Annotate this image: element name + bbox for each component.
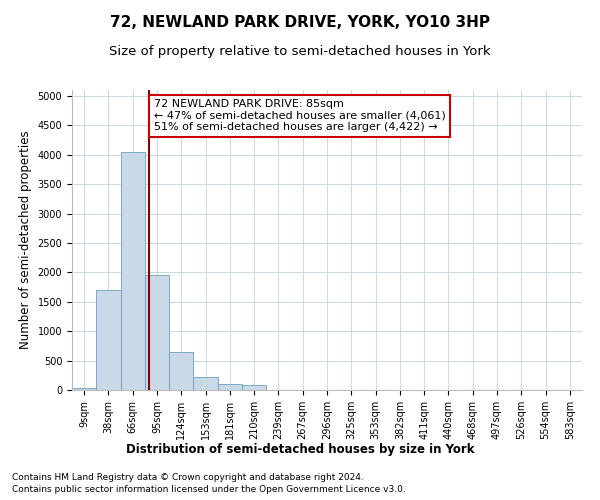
Bar <box>145 276 169 390</box>
Text: Distribution of semi-detached houses by size in York: Distribution of semi-detached houses by … <box>126 442 474 456</box>
Bar <box>218 384 242 390</box>
Bar <box>72 388 96 390</box>
Bar <box>193 377 218 390</box>
Text: Size of property relative to semi-detached houses in York: Size of property relative to semi-detach… <box>109 45 491 58</box>
Bar <box>242 386 266 390</box>
Y-axis label: Number of semi-detached properties: Number of semi-detached properties <box>19 130 32 350</box>
Text: Contains public sector information licensed under the Open Government Licence v3: Contains public sector information licen… <box>12 485 406 494</box>
Bar <box>121 152 145 390</box>
Text: Contains HM Land Registry data © Crown copyright and database right 2024.: Contains HM Land Registry data © Crown c… <box>12 472 364 482</box>
Bar <box>96 290 121 390</box>
Text: 72, NEWLAND PARK DRIVE, YORK, YO10 3HP: 72, NEWLAND PARK DRIVE, YORK, YO10 3HP <box>110 15 490 30</box>
Text: 72 NEWLAND PARK DRIVE: 85sqm
← 47% of semi-detached houses are smaller (4,061)
5: 72 NEWLAND PARK DRIVE: 85sqm ← 47% of se… <box>154 99 445 132</box>
Bar <box>169 352 193 390</box>
